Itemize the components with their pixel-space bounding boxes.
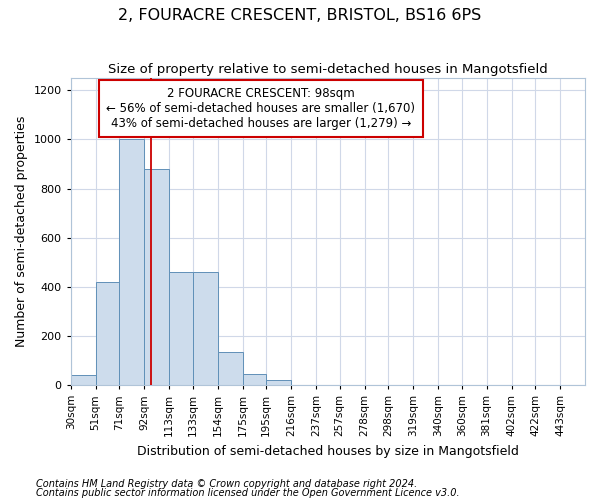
Text: Contains HM Land Registry data © Crown copyright and database right 2024.: Contains HM Land Registry data © Crown c… bbox=[36, 479, 417, 489]
X-axis label: Distribution of semi-detached houses by size in Mangotsfield: Distribution of semi-detached houses by … bbox=[137, 444, 519, 458]
Bar bbox=[144, 169, 169, 385]
Text: 2 FOURACRE CRESCENT: 98sqm
← 56% of semi-detached houses are smaller (1,670)
43%: 2 FOURACRE CRESCENT: 98sqm ← 56% of semi… bbox=[106, 88, 415, 130]
Text: Contains public sector information licensed under the Open Government Licence v3: Contains public sector information licen… bbox=[36, 488, 460, 498]
Bar bbox=[71, 375, 95, 385]
Bar bbox=[242, 374, 266, 385]
Bar bbox=[193, 272, 218, 385]
Bar bbox=[218, 352, 242, 385]
Bar bbox=[95, 282, 119, 385]
Y-axis label: Number of semi-detached properties: Number of semi-detached properties bbox=[15, 116, 28, 347]
Bar bbox=[169, 272, 193, 385]
Text: 2, FOURACRE CRESCENT, BRISTOL, BS16 6PS: 2, FOURACRE CRESCENT, BRISTOL, BS16 6PS bbox=[118, 8, 482, 22]
Bar bbox=[119, 140, 144, 385]
Title: Size of property relative to semi-detached houses in Mangotsfield: Size of property relative to semi-detach… bbox=[108, 62, 548, 76]
Bar bbox=[266, 380, 291, 385]
